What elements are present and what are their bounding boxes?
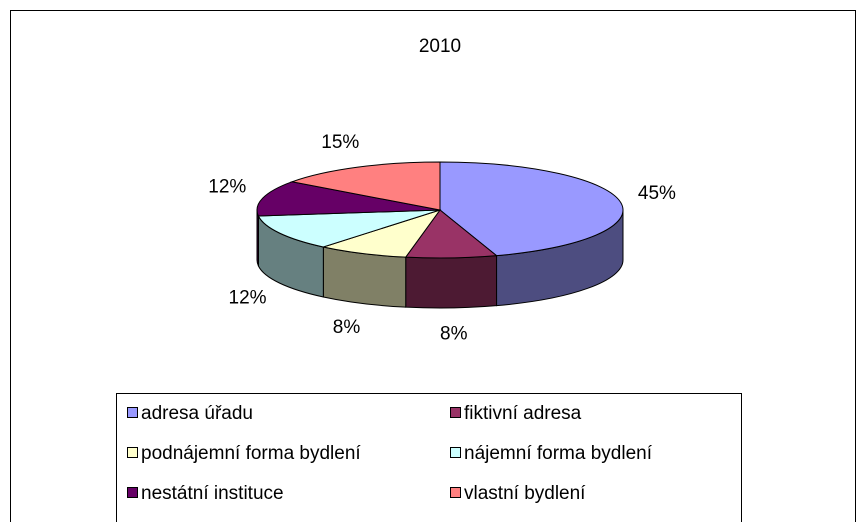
legend-label: nestátní instituce [141, 483, 284, 504]
legend-label: nájemní forma bydlení [464, 443, 653, 464]
data-label: 15% [321, 132, 359, 153]
slice-side [405, 255, 498, 309]
legend-swatch [127, 447, 138, 458]
slice [290, 161, 441, 211]
legend-label: adresa úřadu [141, 403, 253, 424]
chart-title: 2010 [419, 36, 461, 57]
legend-swatch [127, 407, 138, 418]
slice [404, 209, 498, 259]
legend-swatch [450, 447, 461, 458]
legend [116, 393, 742, 522]
legend-label: podnájemní forma bydlení [141, 443, 361, 464]
data-label: 45% [638, 183, 676, 204]
slice-side [256, 209, 259, 267]
legend-swatch [450, 407, 461, 418]
legend-label: vlastní bydlení [464, 483, 586, 504]
slice [439, 161, 624, 257]
slice [256, 181, 441, 217]
data-label: 8% [333, 317, 361, 338]
slice [321, 209, 442, 258]
data-label: 12% [229, 288, 267, 309]
legend-swatch [450, 487, 461, 498]
legend-label: fiktivní adresa [464, 403, 582, 424]
slice [257, 209, 441, 248]
legend-swatch [127, 487, 138, 498]
data-label: 8% [440, 323, 468, 344]
data-label: 12% [208, 177, 246, 198]
